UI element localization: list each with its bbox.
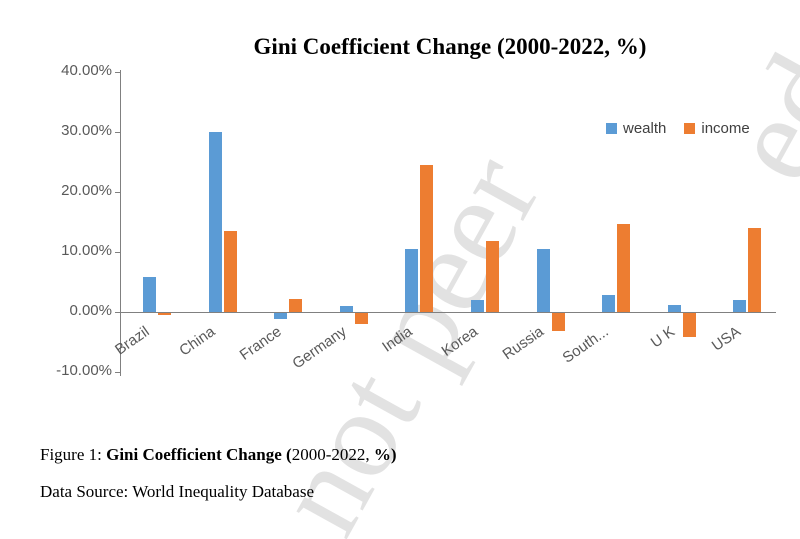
category-label: Germany (289, 323, 350, 373)
x-axis-line (120, 312, 776, 313)
category-label: South... (560, 323, 613, 367)
legend-item-income: income (684, 120, 750, 137)
category-label: China (176, 323, 219, 360)
y-axis-tick-mark (115, 72, 121, 73)
bar-wealth-China (208, 132, 222, 312)
caption-years: 2000-2022, (291, 445, 374, 464)
bar-income-South... (617, 223, 631, 312)
y-axis-tick-label: 20.00% (61, 182, 112, 199)
bar-income-U K (682, 313, 696, 337)
bar-income-Germany (354, 313, 368, 324)
y-axis-tick-mark (115, 132, 121, 133)
bar-wealth-France (274, 313, 288, 319)
y-axis-tick-label: 30.00% (61, 122, 112, 139)
bar-income-India (420, 165, 434, 312)
bar-income-Korea (486, 241, 499, 312)
category-label: Brazil (112, 323, 153, 359)
legend-item-wealth: wealth (606, 120, 666, 137)
legend-swatch-wealth (606, 123, 617, 134)
legend-swatch-income (684, 123, 696, 134)
bar-wealth-South... (602, 295, 616, 312)
bar-wealth-Korea (471, 300, 484, 312)
bar-income-Brazil (158, 313, 171, 315)
chart-legend: wealth income (606, 120, 750, 137)
y-axis-tick-label: -10.00% (56, 362, 112, 379)
legend-label: income (701, 120, 750, 137)
bar-wealth-India (405, 249, 419, 312)
bar-income-Russia (551, 313, 565, 331)
category-label: Korea (438, 323, 481, 360)
caption-prefix: Figure 1: (40, 445, 107, 464)
bar-income-France (289, 298, 303, 312)
legend-label: wealth (623, 120, 667, 137)
y-axis-tick-mark (115, 252, 121, 253)
category-label: Russia (499, 323, 547, 364)
category-label: France (236, 323, 285, 364)
y-axis-line (120, 70, 121, 376)
category-label: India (378, 323, 416, 356)
bar-wealth-Brazil (143, 277, 156, 312)
y-axis-tick-label: 40.00% (61, 62, 112, 79)
category-label: U K (647, 323, 678, 352)
bar-wealth-U K (667, 304, 681, 312)
bar-income-China (223, 231, 237, 312)
category-label: USA (708, 323, 744, 355)
bar-wealth-Germany (339, 306, 353, 312)
caption-suffix: %) (373, 445, 397, 464)
y-axis-tick-mark (115, 372, 121, 373)
figure-caption: Figure 1: Gini Coefficient Change (2000-… (40, 445, 397, 465)
y-axis-tick-mark (115, 312, 121, 313)
data-source: Data Source: World Inequality Database (40, 482, 315, 501)
y-axis-tick-label: 0.00% (69, 302, 112, 319)
y-axis-tick-mark (115, 192, 121, 193)
bar-wealth-USA (733, 300, 747, 312)
chart-title: Gini Coefficient Change (2000-2022, %) (253, 34, 647, 59)
y-axis-tick-label: 10.00% (61, 242, 112, 259)
caption-title: Gini Coefficient Change ( (106, 445, 292, 464)
bar-income-USA (748, 228, 762, 312)
bar-wealth-Russia (536, 249, 550, 312)
